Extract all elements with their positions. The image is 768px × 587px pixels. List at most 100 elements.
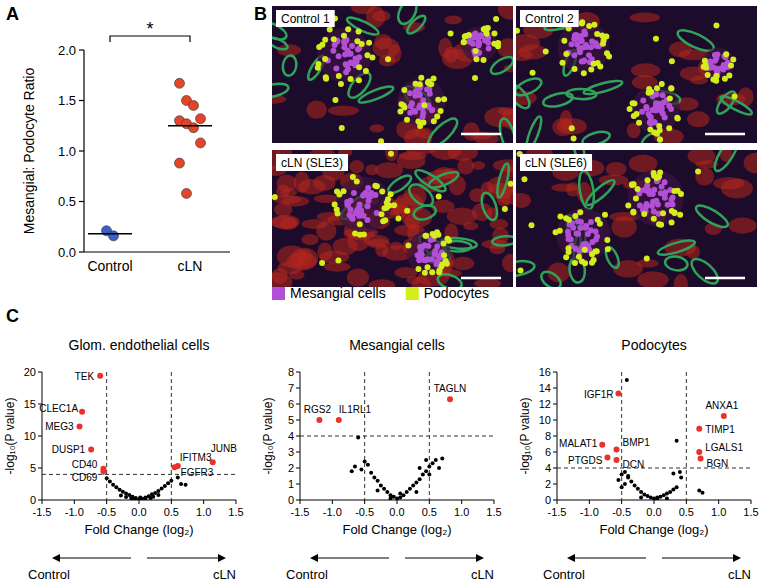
micrograph bbox=[272, 6, 513, 143]
cell-dot bbox=[645, 177, 651, 183]
y-tick bbox=[553, 404, 557, 405]
cell-dot bbox=[336, 73, 342, 79]
cell-dot bbox=[439, 261, 445, 267]
data-point bbox=[363, 460, 367, 464]
tubule bbox=[542, 91, 574, 109]
cell-dot bbox=[732, 93, 738, 99]
y-tick bbox=[296, 468, 300, 469]
data-point bbox=[189, 123, 199, 133]
glomerulus bbox=[632, 85, 680, 133]
cell-dot bbox=[407, 90, 413, 96]
tissue bbox=[351, 6, 376, 14]
y-tick bbox=[553, 372, 557, 373]
cell-dot bbox=[431, 118, 437, 124]
cell-dot bbox=[593, 40, 599, 46]
y-tick-label: 20 bbox=[24, 366, 36, 378]
data-point bbox=[382, 487, 386, 491]
cell-dot bbox=[356, 213, 362, 219]
data-point bbox=[655, 497, 659, 500]
cell-dot bbox=[668, 106, 674, 112]
y-tick bbox=[38, 500, 42, 501]
micrograph-title: Control 2 bbox=[525, 12, 574, 26]
panel-letter: B bbox=[254, 4, 267, 24]
cell-dot bbox=[331, 36, 337, 42]
x-tick bbox=[494, 500, 495, 504]
tissue bbox=[637, 271, 668, 287]
cell-dot bbox=[380, 218, 386, 224]
cell-dot bbox=[441, 252, 447, 258]
glomerulus bbox=[702, 48, 734, 80]
gene-label: DCN bbox=[622, 459, 644, 470]
tissue bbox=[463, 222, 478, 230]
plot-area bbox=[88, 78, 212, 241]
cell-dot bbox=[429, 107, 435, 113]
data-point bbox=[179, 482, 183, 486]
y-tick bbox=[79, 251, 84, 252]
gene-label: TIMP1 bbox=[705, 424, 735, 435]
cell-dot bbox=[345, 26, 351, 32]
tissue bbox=[674, 274, 688, 287]
data-point bbox=[701, 491, 705, 495]
x-tick-label: -0.5 bbox=[612, 506, 631, 518]
cell-dot bbox=[635, 186, 641, 192]
cell-dot bbox=[648, 89, 654, 95]
cell-dot bbox=[563, 51, 569, 57]
cell-dot bbox=[461, 39, 467, 45]
cell-dot bbox=[521, 176, 527, 182]
cell-dot bbox=[629, 182, 635, 188]
cell-dot bbox=[441, 241, 447, 247]
cell-dot bbox=[572, 66, 578, 72]
data-point bbox=[615, 391, 621, 397]
x-tick bbox=[397, 500, 398, 504]
cell-dot bbox=[404, 117, 410, 123]
tissue bbox=[280, 217, 298, 230]
direction-arrow bbox=[405, 557, 482, 558]
cell-dot bbox=[528, 222, 534, 228]
cell-dot bbox=[593, 229, 599, 235]
cell-dot bbox=[651, 216, 657, 222]
data-point bbox=[100, 468, 106, 474]
data-point bbox=[698, 455, 704, 461]
cell-dot bbox=[644, 255, 650, 261]
tubule bbox=[488, 54, 513, 78]
cell-dot bbox=[332, 97, 338, 103]
tissue bbox=[430, 150, 461, 160]
mean-line bbox=[88, 233, 132, 235]
cell-dot bbox=[417, 123, 423, 129]
cell-dot bbox=[577, 209, 583, 215]
cell-dot bbox=[346, 50, 352, 56]
cell-dot bbox=[654, 131, 660, 137]
x-tick-label: Control bbox=[87, 258, 132, 274]
y-tick-label: 0 bbox=[288, 494, 294, 506]
x-tick bbox=[364, 500, 365, 504]
cell-dot bbox=[627, 106, 633, 112]
significance-label: * bbox=[146, 19, 153, 39]
gene-label: IFITM3 bbox=[180, 452, 212, 463]
cell-dot bbox=[316, 44, 322, 50]
cell-dot bbox=[677, 212, 683, 218]
cell-dot bbox=[272, 194, 278, 200]
data-point bbox=[639, 496, 643, 500]
tissue bbox=[498, 6, 513, 20]
tubule bbox=[524, 115, 544, 143]
title-box bbox=[276, 154, 348, 171]
tubule bbox=[664, 255, 689, 272]
cell-dot bbox=[723, 51, 729, 57]
tissue bbox=[452, 257, 475, 270]
y-tick bbox=[553, 388, 557, 389]
data-point bbox=[353, 464, 357, 468]
legend-swatch bbox=[272, 287, 285, 300]
cell-dot bbox=[409, 100, 415, 106]
y-tick bbox=[296, 500, 300, 501]
data-point bbox=[105, 476, 109, 480]
data-point bbox=[108, 479, 112, 483]
micrograph-title: Control 1 bbox=[281, 12, 330, 26]
cell-dot bbox=[570, 225, 576, 231]
cell-dot bbox=[631, 113, 637, 119]
data-point bbox=[156, 493, 160, 497]
cell-dot bbox=[423, 233, 429, 239]
data-point bbox=[156, 489, 160, 493]
cell-dot bbox=[416, 91, 422, 97]
data-point bbox=[678, 470, 682, 474]
x-tick-label: 1.5 bbox=[228, 506, 243, 518]
